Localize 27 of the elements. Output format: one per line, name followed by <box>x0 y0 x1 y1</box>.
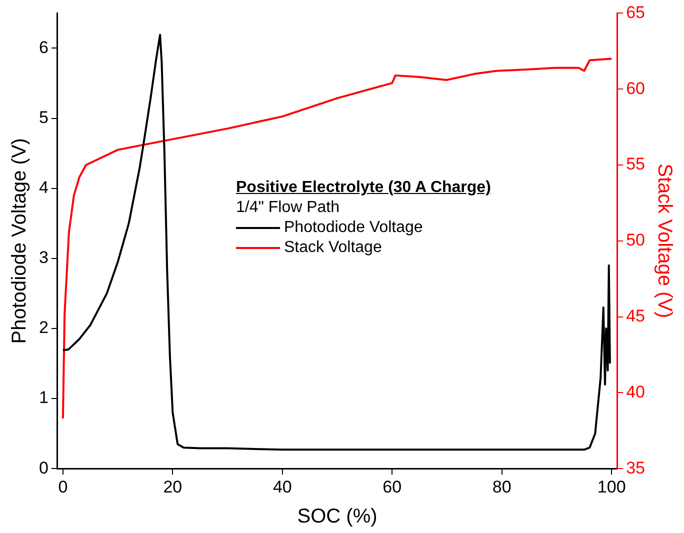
y-tick-label: 2 <box>38 318 48 338</box>
x-tick-label: 0 <box>58 477 68 496</box>
y2-axis-title: Stack Voltage (V) <box>653 164 676 318</box>
y2-tick-label: 55 <box>626 154 646 174</box>
y2-tick-label: 50 <box>626 230 646 250</box>
y2-tick-label: 65 <box>626 2 646 22</box>
y-tick-label: 5 <box>38 108 48 127</box>
x-tick-label: 40 <box>272 477 292 496</box>
annotation: 1/4" Flow Path <box>236 198 341 218</box>
y-tick-label: 6 <box>38 38 48 57</box>
x-tick-label: 100 <box>597 477 626 496</box>
x-tick-label: 20 <box>163 477 182 496</box>
x-tick-label: 80 <box>492 477 512 496</box>
y2-tick-label: 45 <box>626 306 646 326</box>
legend-label: Photodiode Voltage <box>284 218 423 238</box>
x-axis-title: SOC (%) <box>297 506 378 528</box>
y-tick-label: 3 <box>38 248 48 268</box>
y-tick-label: 4 <box>38 178 48 198</box>
y-axis-title: Photodiode Voltage (V) <box>8 138 31 344</box>
y2-tick-label: 60 <box>626 78 646 98</box>
legend-label: Stack Voltage <box>284 238 382 258</box>
y2-tick-label: 35 <box>626 458 646 478</box>
legend-title: Positive Electrolyte (30 A Charge) <box>236 178 491 198</box>
y-tick-label: 1 <box>38 388 48 408</box>
x-tick-label: 60 <box>382 477 402 496</box>
y2-tick-label: 40 <box>626 382 646 402</box>
y-tick-label: 0 <box>38 458 48 478</box>
